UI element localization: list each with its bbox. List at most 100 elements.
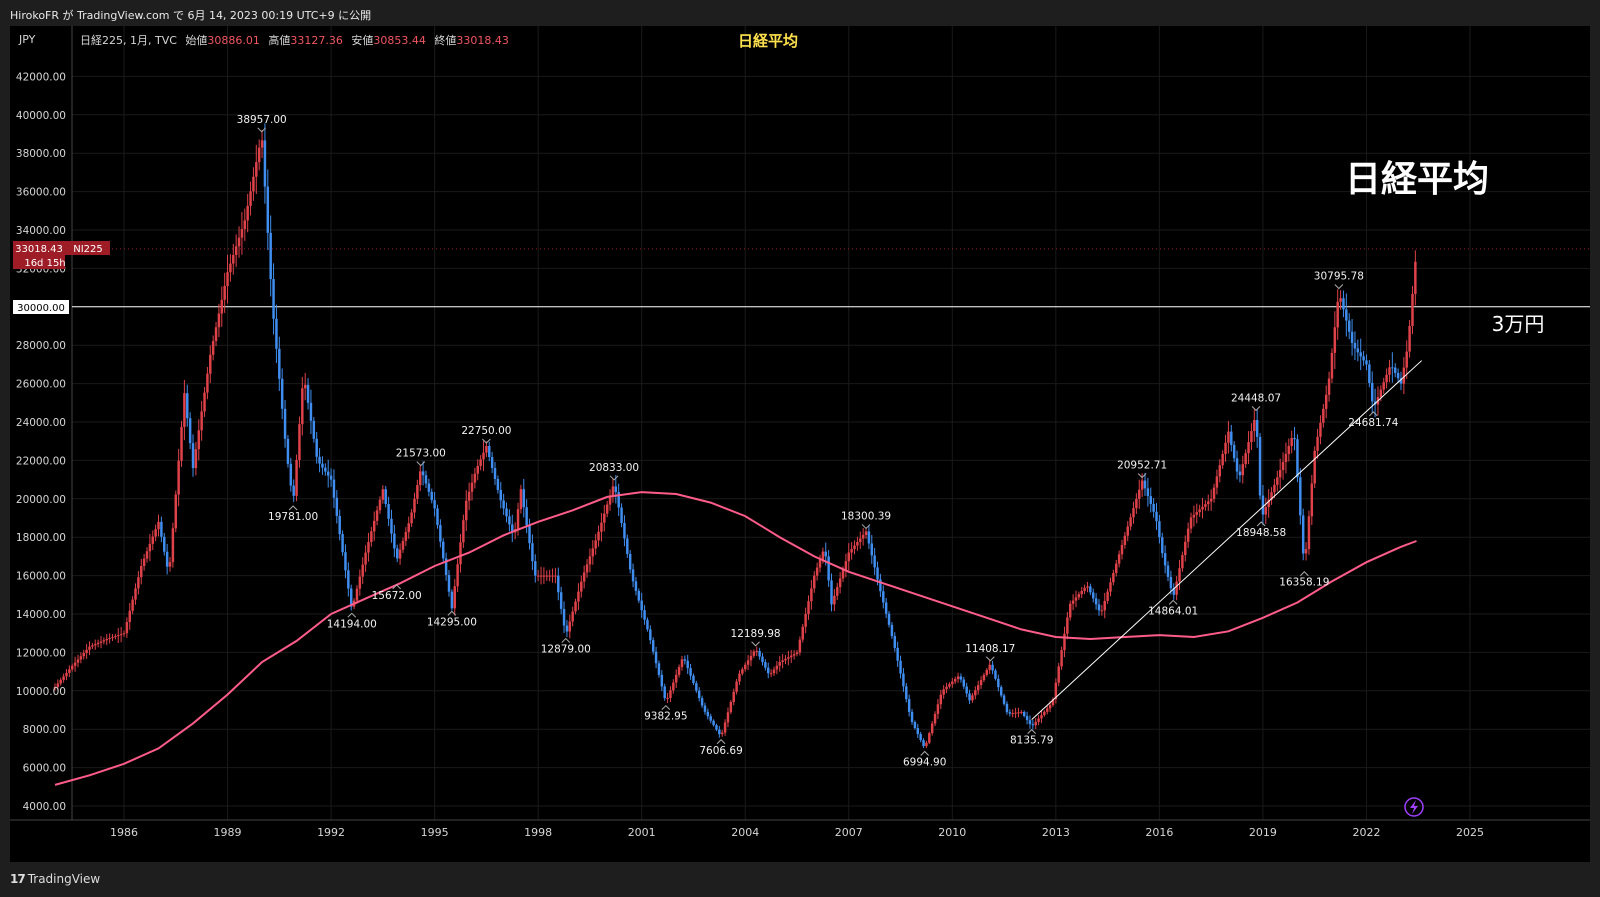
candle-body	[1011, 713, 1014, 715]
candle-body	[720, 732, 724, 735]
candle-body	[111, 637, 114, 639]
candle-body	[1008, 712, 1012, 714]
candle-body	[269, 232, 272, 280]
candle-body	[511, 524, 514, 533]
candle-body	[867, 531, 871, 544]
annotation-label: 14864.01	[1148, 605, 1198, 617]
candle-body	[536, 575, 540, 577]
low-value: 30853.44	[373, 34, 426, 47]
candle-body	[746, 660, 750, 665]
publish-header: HirokoFR が TradingView.com で 6月 14, 2023…	[0, 0, 1600, 26]
trendline-series	[1031, 360, 1423, 720]
candle-body	[893, 636, 897, 648]
candle-body	[289, 463, 293, 486]
candle-body	[979, 680, 983, 686]
annotation-label: 11408.17	[965, 643, 1015, 655]
candle-body	[1235, 458, 1239, 472]
candle-body	[1336, 301, 1339, 328]
chart-pane[interactable]: 38957.00 19781.00 14194.00 21573.00 15672.00…	[10, 26, 1590, 862]
candle-body	[1152, 503, 1155, 512]
candle-body	[1143, 480, 1147, 489]
lightning-icon[interactable]	[1404, 797, 1424, 817]
candle-body	[286, 438, 290, 464]
annotation-label: 16358.19	[1279, 577, 1329, 589]
candle-body	[637, 590, 641, 601]
candle-body	[499, 490, 503, 501]
candle-body	[896, 647, 899, 661]
candle-body	[1296, 439, 1299, 478]
publish-info: HirokoFR が TradingView.com で 6月 14, 2023…	[10, 9, 372, 22]
y-tick-label: 6000.00	[23, 763, 66, 775]
candle-body	[378, 499, 382, 511]
candle-body	[1278, 470, 1282, 478]
candle-body	[844, 561, 848, 570]
candle-body	[275, 318, 278, 349]
candle-body	[557, 575, 560, 593]
candle-body	[1287, 446, 1291, 454]
y-tick-label: 28000.00	[16, 340, 66, 352]
x-tick-label: 1995	[421, 826, 449, 839]
candle-body	[813, 575, 816, 589]
candle-body	[712, 720, 715, 726]
symbol-legend[interactable]: 日経225, 1月, TVC 始値30886.01 高値33127.36 安値3…	[80, 33, 509, 47]
candle-body	[223, 286, 226, 300]
candle-body	[1299, 477, 1302, 516]
candle-body	[821, 551, 825, 560]
candle-body	[585, 564, 589, 573]
candle-body	[344, 552, 347, 571]
candle-body	[174, 494, 178, 529]
candle-body	[94, 644, 97, 646]
candle-body	[1250, 431, 1253, 443]
candle-body	[1365, 360, 1368, 365]
tradingview-logo[interactable]: 17 TradingView	[10, 872, 100, 886]
candle-body	[738, 673, 741, 682]
candle-body	[1230, 431, 1233, 445]
candle-body	[439, 525, 442, 542]
candle-body	[442, 541, 445, 559]
candle-body	[413, 498, 416, 513]
candle-body	[603, 513, 606, 523]
candle-body	[988, 664, 991, 670]
candle-body	[410, 512, 413, 524]
candle-body	[838, 578, 842, 588]
candle-body	[416, 485, 419, 499]
candle-body	[1273, 484, 1276, 493]
candle-body	[764, 662, 767, 668]
candle-body	[755, 650, 758, 652]
candle-body	[548, 575, 551, 577]
candle-body	[1051, 699, 1055, 706]
price-badge: 33018.43 16d 15h NI225	[13, 241, 110, 269]
candle-body	[1353, 342, 1357, 349]
level-annotation: 3万円	[1492, 312, 1545, 336]
candle-body	[1345, 309, 1348, 321]
candle-body	[312, 420, 316, 439]
candle-body	[582, 572, 586, 582]
candle-body	[1310, 483, 1314, 517]
candle-body	[804, 614, 807, 627]
x-tick-label: 1998	[524, 826, 552, 839]
candle-body	[102, 640, 106, 642]
annotation-label: 7606.69	[699, 745, 742, 757]
candle-body	[1258, 436, 1262, 496]
candle-body	[85, 649, 88, 654]
candle-body	[1037, 718, 1040, 722]
candle-body	[743, 664, 747, 670]
candle-body	[1319, 422, 1322, 437]
price-chart[interactable]: 38957.00 19781.00 14194.00 21573.00 15672.00…	[10, 26, 1590, 862]
candle-body	[148, 543, 152, 552]
candle-body	[767, 667, 770, 674]
x-tick-label: 2016	[1145, 826, 1173, 839]
candle-body	[850, 549, 853, 553]
candle-body	[1097, 604, 1101, 611]
candle-body	[798, 639, 802, 653]
candle-body	[680, 659, 684, 668]
candle-body	[732, 691, 735, 703]
candle-body	[1149, 496, 1152, 504]
y-tick-label: 40000.00	[16, 110, 66, 122]
candle-body	[922, 740, 925, 747]
candle-body	[516, 509, 520, 530]
candle-body	[818, 559, 822, 568]
candle-body	[482, 452, 485, 460]
candle-body	[214, 327, 218, 342]
candle-body	[1396, 372, 1400, 379]
